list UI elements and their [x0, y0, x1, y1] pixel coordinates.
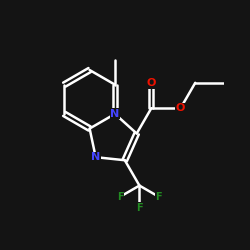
Text: F: F [117, 192, 124, 202]
Text: F: F [155, 192, 162, 202]
Text: O: O [176, 103, 185, 113]
Text: F: F [136, 202, 143, 212]
Text: O: O [147, 78, 156, 88]
Text: N: N [110, 109, 120, 119]
Text: N: N [91, 152, 100, 162]
